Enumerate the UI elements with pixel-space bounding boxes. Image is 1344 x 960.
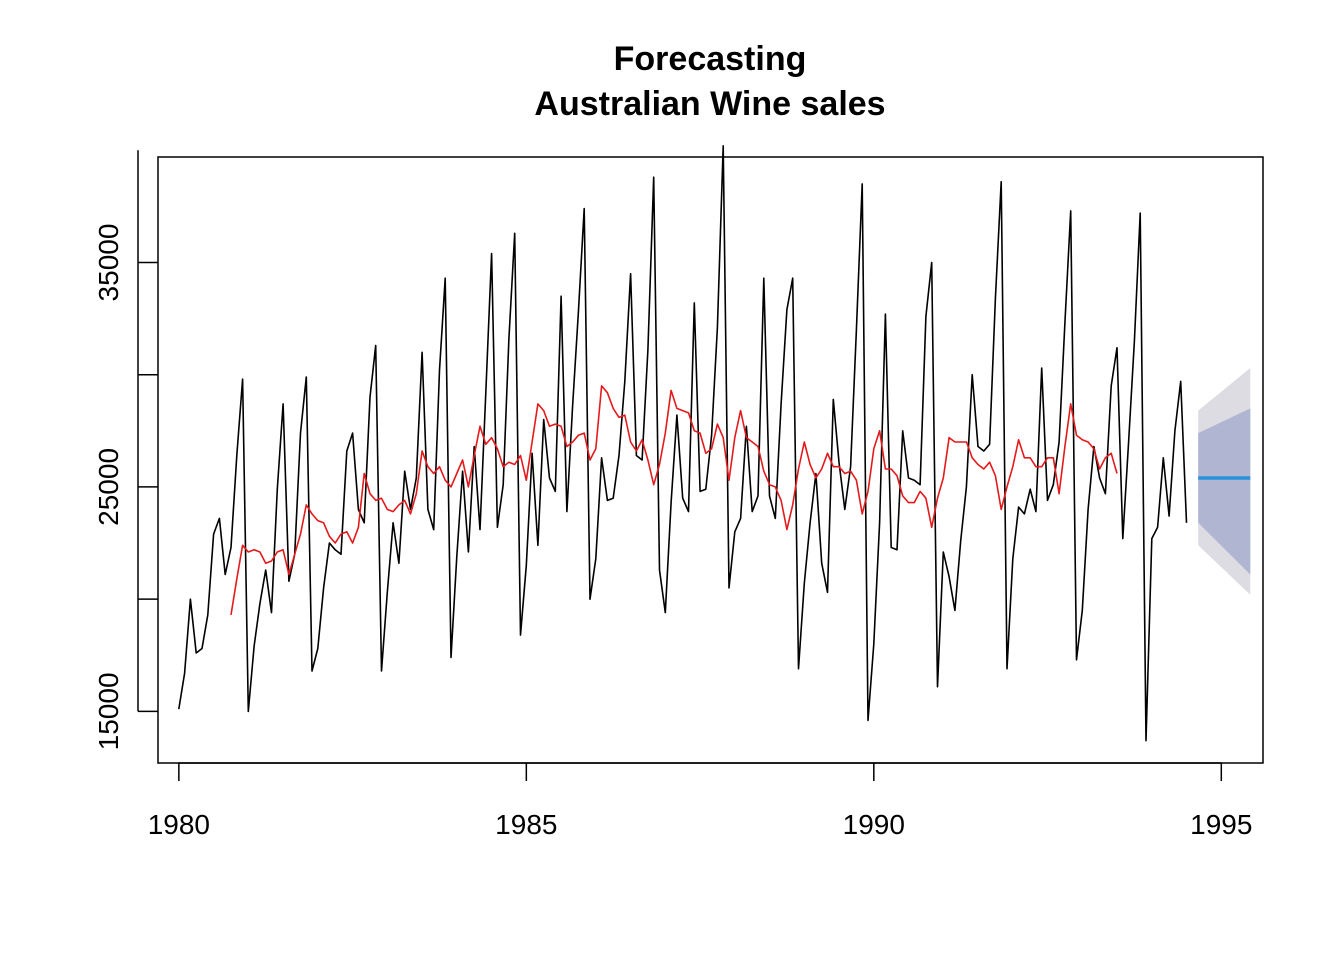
series-line-fitted	[230, 385, 1118, 616]
x-tick-label: 1985	[495, 809, 557, 840]
x-axis: 1980 1985 1990 1995	[148, 762, 1252, 840]
x-tick-label: 1990	[843, 809, 905, 840]
forecast-band-80	[1198, 408, 1251, 575]
plot-frame	[157, 156, 1264, 764]
forecast-interval-bands	[1198, 368, 1251, 595]
y-axis: 15000 25000 35000	[93, 150, 158, 750]
chart-subtitle: Australian Wine sales	[534, 85, 885, 123]
x-tick-label: 1980	[148, 809, 210, 840]
chart-title: Forecasting	[614, 40, 807, 78]
x-tick-label: 1995	[1190, 809, 1252, 840]
series-lines	[178, 145, 1251, 742]
y-tick-label: 15000	[93, 672, 124, 750]
y-tick-label: 35000	[93, 224, 124, 302]
y-tick-label: 25000	[93, 448, 124, 526]
series-line-observed	[178, 145, 1188, 742]
